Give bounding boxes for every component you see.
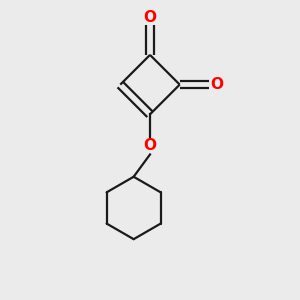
- Text: O: O: [210, 77, 224, 92]
- Text: O: O: [143, 10, 157, 25]
- Text: O: O: [143, 138, 157, 153]
